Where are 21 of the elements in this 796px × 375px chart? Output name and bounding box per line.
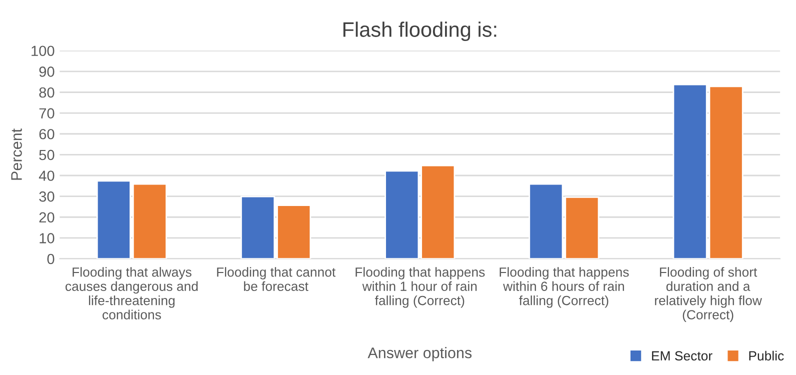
y-tick-label: 40: [38, 170, 54, 181]
y-tick-label: 60: [39, 128, 54, 140]
x-tick-label: Flooding of short duration and a relatively high flow (Correct): [655, 267, 762, 322]
y-tick-label: 80: [39, 87, 54, 98]
y-tick-label: 20: [39, 212, 54, 223]
x-axis-title: Answer options: [368, 347, 472, 362]
y-tick-label: 0: [47, 254, 54, 264]
y-tick-label: 100: [32, 46, 54, 56]
y-tick-label: 90: [39, 66, 54, 77]
legend-label: EM Sector: [652, 351, 712, 361]
y-tick-label: 70: [39, 108, 54, 118]
y-tick-label: 50: [39, 150, 54, 160]
y-tick-label: 30: [39, 191, 54, 202]
x-tick-label: Flooding that happens within 1 hour of rain falling (Correct): [356, 267, 485, 308]
y-axis-title: Percent: [11, 128, 22, 180]
x-tick-label: Flooding that happens within 6 hours of rain falling (Correct): [500, 267, 629, 308]
y-tick-label: 10: [40, 233, 54, 244]
x-tick-label: Flooding that always causes dangerous and life-threatening conditions: [66, 267, 198, 320]
chart-title: Flash flooding is:: [343, 22, 496, 42]
x-tick-label: Flooding that cannot be forecast: [217, 267, 336, 291]
legend-label: Public: [749, 350, 784, 361]
